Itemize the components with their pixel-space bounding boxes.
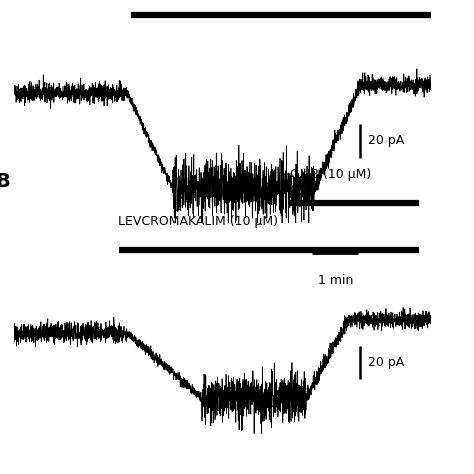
Text: GLIB (10 μM): GLIB (10 μM) <box>290 168 371 181</box>
Text: LEVCROMAKALIM (10 μM): LEVCROMAKALIM (10 μM) <box>118 215 279 228</box>
Text: 20 pA: 20 pA <box>368 134 404 147</box>
Text: 20 pA: 20 pA <box>368 356 404 369</box>
Text: B: B <box>0 172 10 191</box>
Text: 1 min: 1 min <box>318 274 353 287</box>
